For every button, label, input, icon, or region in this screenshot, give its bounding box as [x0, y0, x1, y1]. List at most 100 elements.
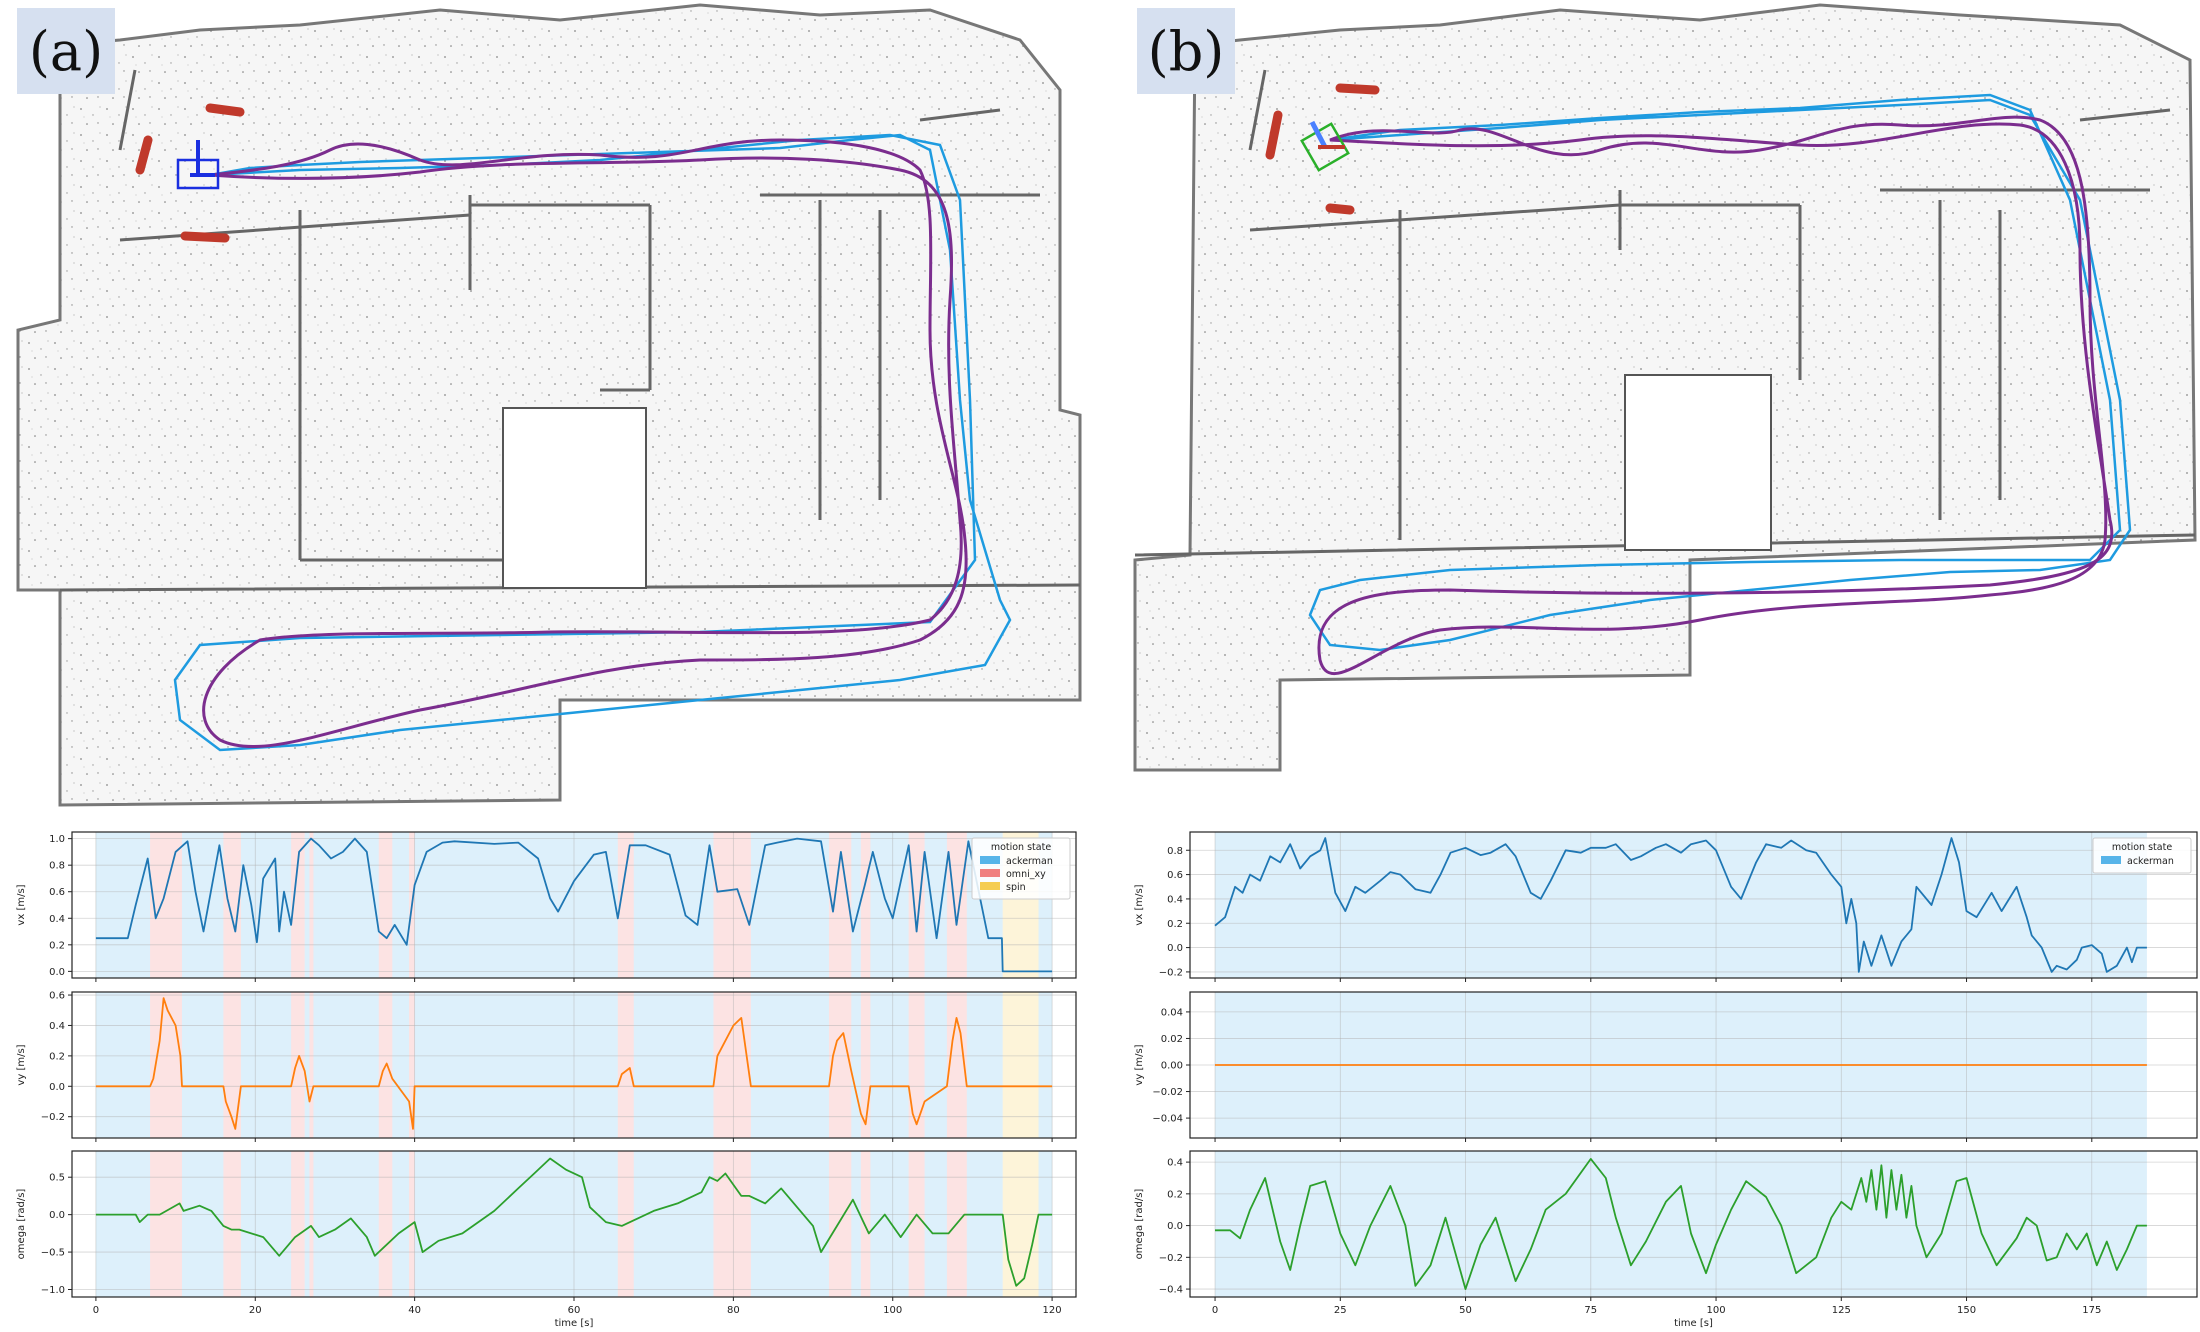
x-tick-label: 60	[568, 1305, 581, 1316]
y-axis-label: vx [m/s]	[16, 884, 27, 925]
y-tick-label: 0.6	[49, 887, 65, 898]
state-span-ackerman	[750, 1151, 829, 1297]
y-tick-label: 0.4	[49, 914, 65, 925]
state-span-omni_xy	[223, 832, 241, 978]
x-axis-label: time [s]	[1674, 1318, 1713, 1329]
y-tick-label: −0.04	[1152, 1114, 1183, 1125]
state-span-ackerman	[1215, 832, 2147, 978]
y-axis-label: omega [rad/s]	[16, 1189, 27, 1260]
state-span-ackerman	[924, 832, 947, 978]
legend-entry-ackerman: ackerman	[1006, 856, 1053, 867]
x-tick-label: 150	[1957, 1305, 1976, 1316]
map-a	[16, 3, 1082, 807]
y-tick-label: 0.2	[49, 1051, 65, 1062]
y-axis-label: omega [rad/s]	[1134, 1189, 1145, 1260]
subplot-a-1: −0.2 0.0 0.2 0.4 0.6 vy [m/s]	[16, 991, 1077, 1142]
state-span-ackerman	[414, 992, 618, 1138]
state-span-ackerman	[851, 832, 861, 978]
state-span-omni_xy	[828, 1151, 852, 1297]
panel-label-b: (b)	[1137, 8, 1235, 94]
map-a-void	[502, 407, 647, 589]
state-span-ackerman	[181, 1151, 224, 1297]
map-b-planned-path	[1308, 93, 2132, 652]
y-tick-label: −1.0	[41, 1285, 65, 1296]
state-span-ackerman	[414, 1151, 618, 1297]
state-span-omni_xy	[713, 832, 751, 978]
subplot-a-2: −1.0 −0.5 0.0 0.5 omega [rad/s] 0 20 40 60 80 100 1…	[16, 1150, 1077, 1329]
state-span-ackerman	[240, 1151, 292, 1297]
state-span-ackerman	[750, 992, 829, 1138]
x-tick-label: 20	[249, 1305, 262, 1316]
subplot-b-1: −0.04 −0.02 0.00 0.02 0.04 vy [m/s]	[1134, 991, 2198, 1142]
legend: motion state ackerman	[2092, 837, 2192, 874]
y-tick-label: −0.4	[1159, 1285, 1183, 1296]
x-tick-label: 80	[727, 1305, 740, 1316]
state-span-omni_xy	[409, 992, 415, 1138]
state-span-ackerman	[392, 1151, 410, 1297]
state-span-omni_xy	[291, 1151, 305, 1297]
state-span-omni_xy	[908, 992, 925, 1138]
y-tick-label: 0.0	[1167, 943, 1183, 954]
state-span-ackerman	[870, 832, 909, 978]
legend-entry-omni_xy: omni_xy	[1006, 869, 1046, 880]
y-tick-label: 0.5	[49, 1173, 65, 1184]
state-span-omni_xy	[309, 1151, 314, 1297]
state-span-omni_xy	[309, 832, 314, 978]
time-series-plots: 0.0 0.2 0.4 0.6 0.8 1.0 vx [m/s] motion state ac…	[16, 831, 2198, 1329]
x-tick-label: 120	[1043, 1305, 1062, 1316]
series-line-omega	[1215, 1158, 2147, 1290]
state-span-ackerman	[966, 992, 1003, 1138]
floorplan-a	[16, 3, 1082, 807]
y-tick-label: −0.2	[1159, 1253, 1183, 1264]
state-span-spin	[1002, 1151, 1039, 1297]
state-span-ackerman	[181, 992, 224, 1138]
x-tick-label: 0	[1212, 1305, 1218, 1316]
y-tick-label: 0.8	[1167, 846, 1183, 857]
x-tick-label: 125	[1832, 1305, 1851, 1316]
y-tick-label: −0.02	[1152, 1087, 1183, 1098]
state-span-omni_xy	[946, 832, 967, 978]
y-tick-label: 0.4	[1167, 894, 1183, 905]
state-span-ackerman	[313, 832, 379, 978]
x-axis-label: time [s]	[555, 1318, 594, 1329]
state-span-omni_xy	[908, 1151, 925, 1297]
panel-b-label: (b)	[1148, 20, 1225, 83]
state-span-omni_xy	[713, 1151, 751, 1297]
state-span-ackerman	[414, 832, 618, 978]
state-span-omni_xy	[828, 832, 852, 978]
state-span-ackerman	[304, 1151, 310, 1297]
legend-swatch-ackerman	[2101, 856, 2121, 864]
x-tick-label: 100	[883, 1305, 902, 1316]
series-line-vx	[1214, 837, 2147, 973]
state-span-ackerman	[924, 1151, 947, 1297]
axes-frame	[1189, 1150, 2198, 1298]
y-tick-label: 0.2	[1167, 1189, 1183, 1200]
y-tick-label: 0.04	[1161, 1007, 1183, 1018]
state-span-omni_xy	[617, 832, 634, 978]
state-span-omni_xy	[309, 992, 314, 1138]
y-axis-label: vy [m/s]	[16, 1044, 27, 1085]
series-line-vy	[95, 997, 1053, 1130]
state-span-ackerman	[95, 1151, 151, 1297]
state-span-omni_xy	[860, 832, 871, 978]
y-tick-label: 0.0	[49, 1210, 65, 1221]
y-tick-label: 0.0	[49, 1082, 65, 1093]
legend-title: motion state	[2112, 842, 2173, 853]
y-tick-label: 0.6	[1167, 870, 1183, 881]
state-span-ackerman	[304, 992, 310, 1138]
legend-swatch-omni_xy	[980, 869, 1000, 877]
subplot-a-0: 0.0 0.2 0.4 0.6 0.8 1.0 vx [m/s] motion state ac…	[16, 831, 1077, 982]
legend-title: motion state	[991, 842, 1052, 853]
map-b-driven-trajectory	[1317, 115, 2114, 675]
y-tick-label: 0.8	[49, 861, 65, 872]
state-span-ackerman	[966, 1151, 1003, 1297]
y-tick-label: 0.6	[49, 991, 65, 1002]
state-span-omni_xy	[946, 992, 967, 1138]
y-tick-label: 0.0	[49, 967, 65, 978]
state-span-omni_xy	[223, 992, 241, 1138]
subplot-b-2: −0.4 −0.2 0.0 0.2 0.4 omega [rad/s] 0 25 50 75 100…	[1134, 1150, 2198, 1329]
state-span-ackerman	[633, 992, 714, 1138]
y-tick-label: −0.2	[1159, 967, 1183, 978]
y-tick-label: 1.0	[49, 834, 65, 845]
